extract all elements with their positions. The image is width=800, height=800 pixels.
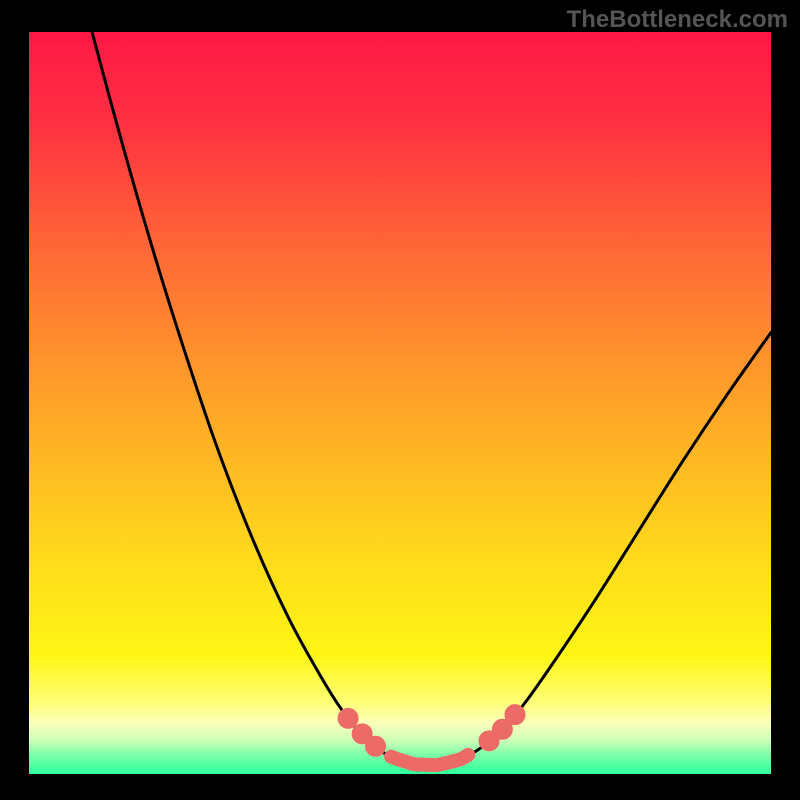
chart-container: TheBottleneck.com (0, 0, 800, 800)
marker-dot-left-2 (366, 736, 386, 756)
marker-dot-right-2 (505, 705, 525, 725)
plot-background (29, 32, 771, 774)
watermark-text: TheBottleneck.com (567, 6, 788, 34)
marker-dot-left-0 (338, 708, 358, 728)
bottleneck-curve-plot (29, 32, 771, 774)
